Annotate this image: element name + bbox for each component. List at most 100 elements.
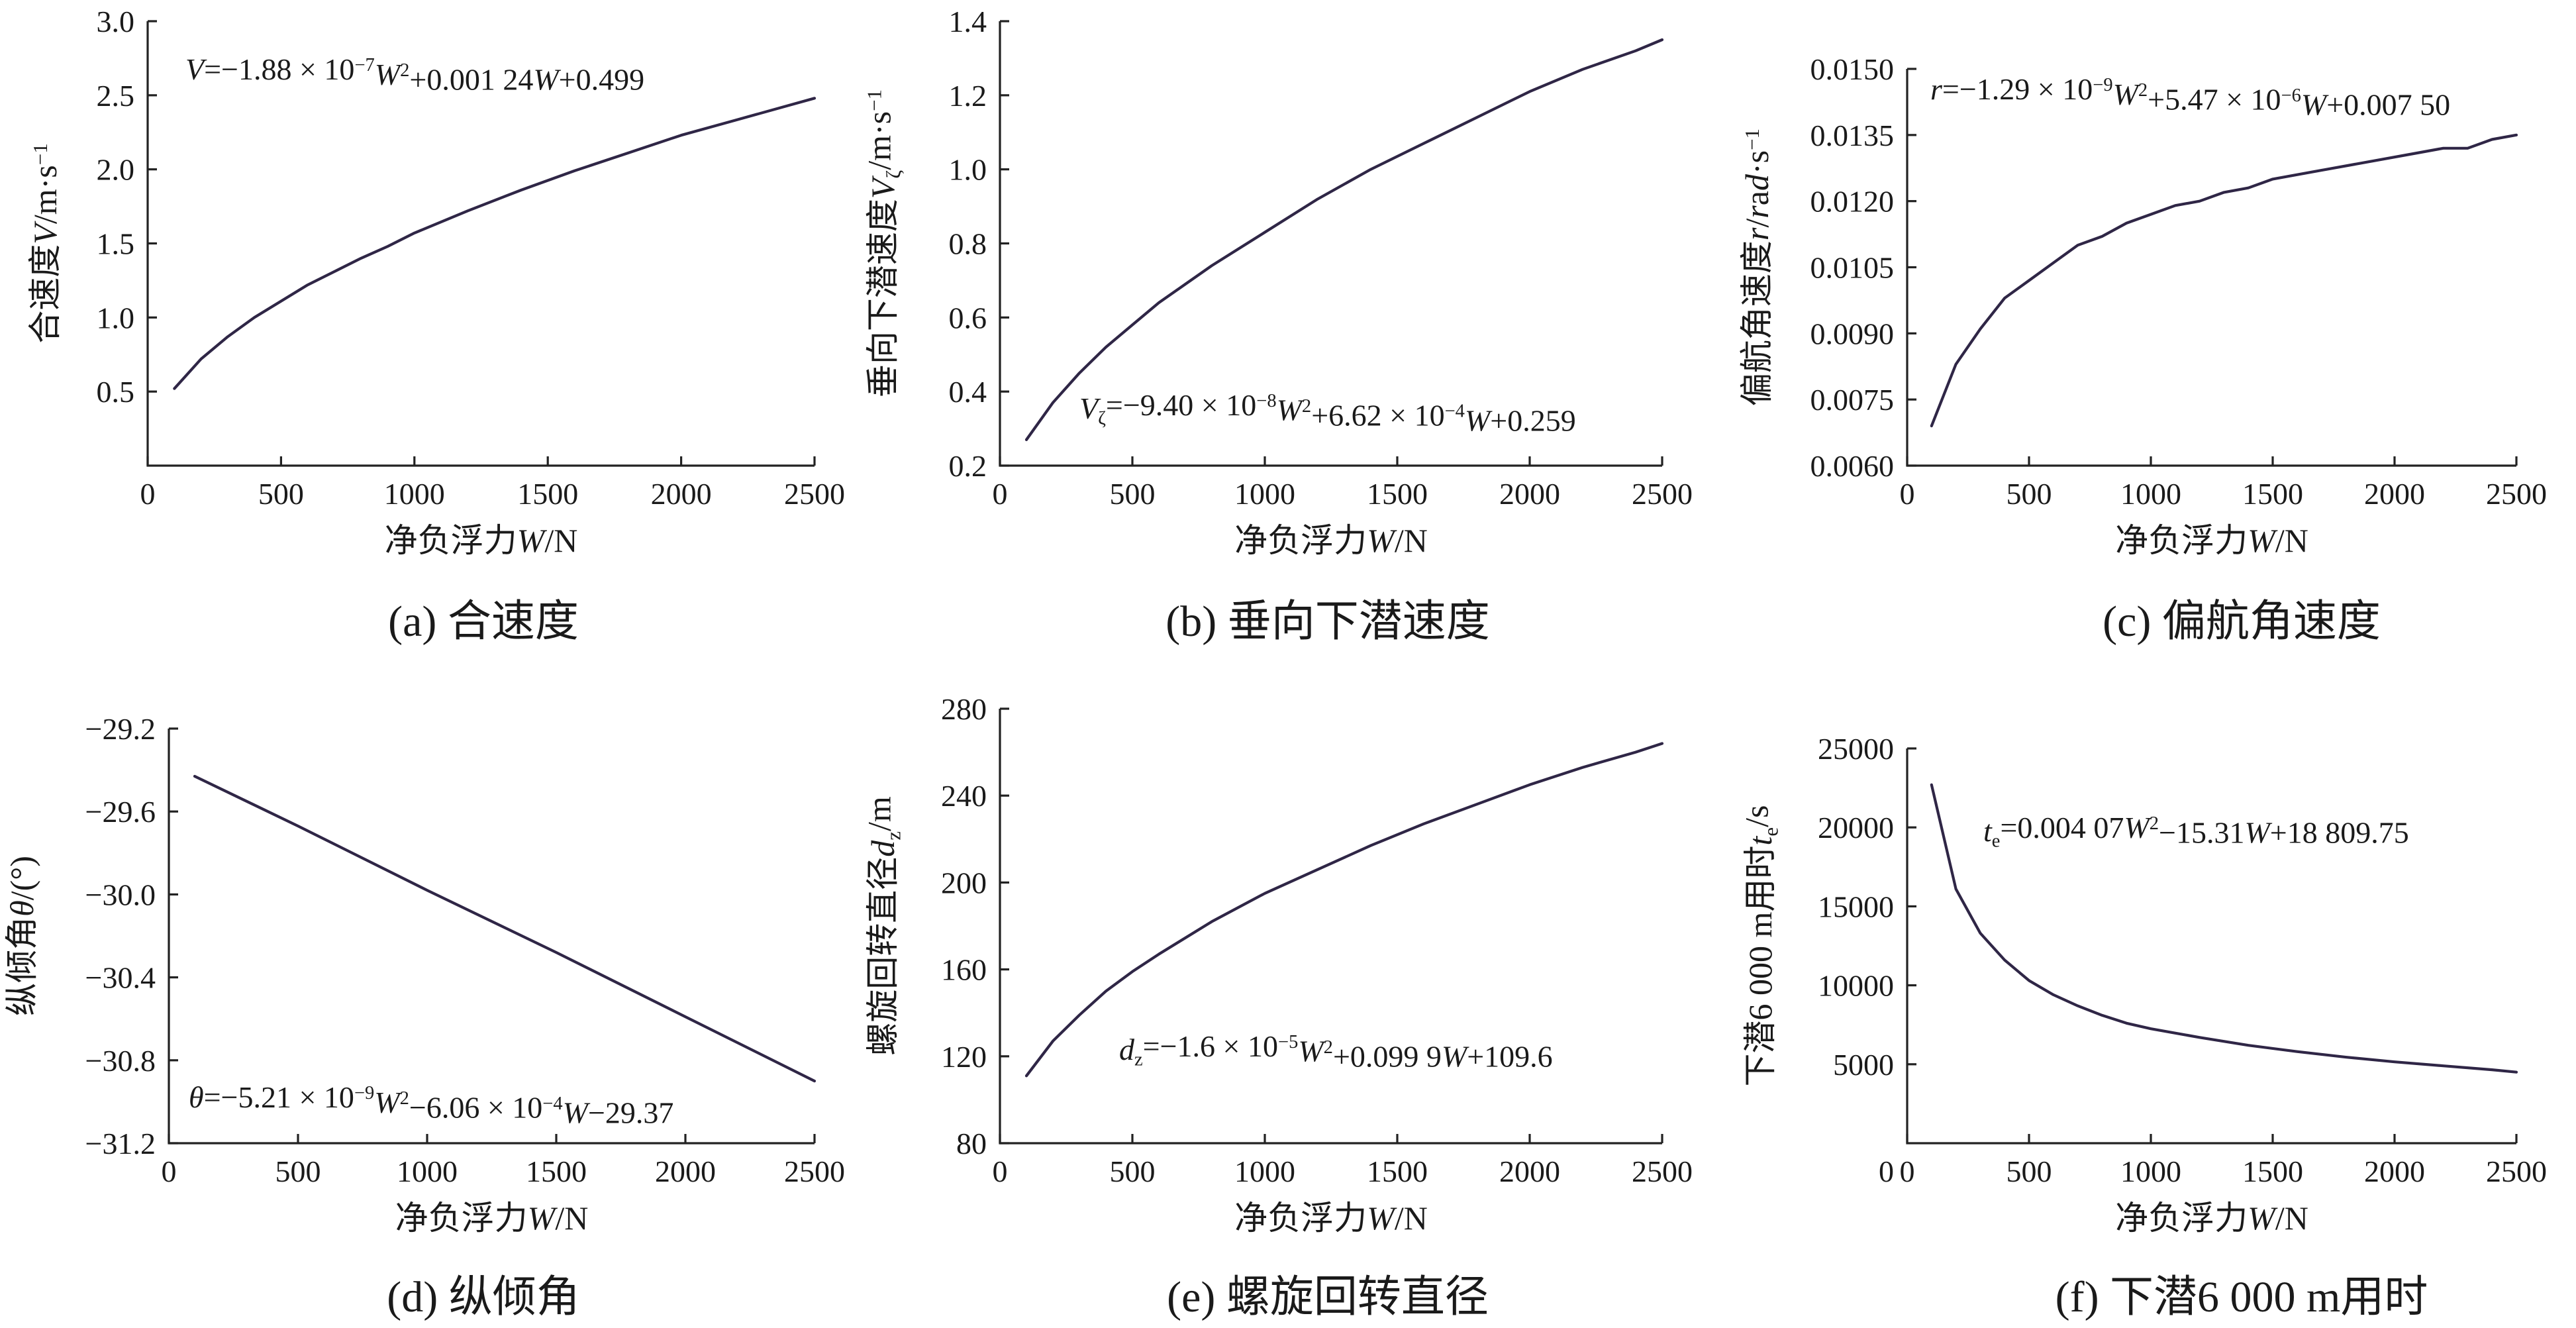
fit-equation: V=−1.88 × 10−7W2+0.001 24W+0.499: [185, 52, 644, 97]
y-tick-label: 25000: [1818, 732, 1894, 766]
y-tick-label: −30.4: [85, 961, 156, 995]
y-tick-label: 0.0135: [1810, 119, 1895, 152]
x-tick-label: 2000: [1499, 1154, 1560, 1188]
x-tick-label: 2000: [2364, 477, 2425, 511]
y-tick-label: 0.0090: [1810, 317, 1895, 350]
y-tick-label: 0.0105: [1810, 251, 1895, 285]
panel-caption: (c) 偏航角速度: [2103, 597, 2381, 646]
x-tick-label: 500: [1110, 477, 1156, 511]
x-tick-label: 1500: [2242, 1154, 2303, 1188]
y-tick-label: −30.8: [85, 1044, 156, 1078]
y-tick-label: −29.2: [85, 712, 156, 746]
x-axis-label: 净负浮力W/N: [395, 1200, 589, 1237]
y-axis-label: 螺旋回转直径dz/m: [860, 796, 905, 1056]
x-axis-label: 净负浮力W/N: [2115, 522, 2308, 559]
x-tick-label: 2500: [1632, 477, 1693, 511]
x-tick-label: 2000: [1499, 477, 1560, 511]
y-tick-label: 2.5: [97, 79, 135, 113]
x-tick-label: 0: [162, 1154, 177, 1188]
y-tick-label: −30.0: [85, 878, 156, 911]
x-tick-label: 0: [993, 1154, 1008, 1188]
x-tick-label: 2000: [651, 477, 712, 511]
y-tick-label: 0.5: [97, 375, 135, 409]
x-tick-label: 1000: [384, 477, 445, 511]
y-tick-label: 160: [941, 953, 987, 987]
chart-panel-a: 0 500 1000 1500 2000 2500 0.5 1.0 1.5 2.0 2.5 3.0 V=…: [26, 5, 845, 646]
x-tick-label: 1000: [1234, 1154, 1295, 1188]
y-tick-label: 20000: [1818, 811, 1894, 844]
data-series-line: [1930, 783, 2518, 1074]
x-tick-label: 2500: [1632, 1154, 1693, 1188]
y-tick-label: −31.2: [85, 1127, 156, 1160]
x-tick-label: 1000: [397, 1154, 458, 1188]
y-tick-label: 280: [941, 692, 987, 726]
x-axis-label: 净负浮力W/N: [1234, 1200, 1428, 1237]
data-series-line: [1930, 133, 2518, 428]
y-tick-label: 0.8: [949, 227, 987, 261]
y-tick-label: 120: [941, 1040, 987, 1074]
x-tick-label: 2500: [784, 477, 845, 511]
x-tick-label: 500: [2006, 1154, 2052, 1188]
y-tick-label: 1.0: [97, 301, 135, 334]
fit-equation: r=−1.29 × 10−9W2+5.47 × 10−6W+0.007 50: [1930, 72, 2450, 122]
y-tick-label: 5000: [1833, 1048, 1894, 1082]
y-axis-label: 偏航角速度r/rad·s−1: [1738, 128, 1775, 406]
y-tick-label: 200: [941, 866, 987, 899]
y-tick-label: 0.2: [949, 449, 987, 483]
axes: [1906, 748, 2516, 1145]
fit-equation: Vζ=−9.40 × 10−8W2+6.62 × 10−4W+0.259: [1079, 388, 1576, 438]
x-tick-label: 500: [1110, 1154, 1156, 1188]
axes: [1906, 69, 2516, 467]
y-tick-label: 3.0: [97, 5, 135, 38]
x-tick-label: 2000: [2364, 1154, 2425, 1188]
y-tick-label: 1.4: [949, 5, 987, 38]
data-series-line: [1024, 742, 1664, 1078]
y-axis-label: 纵倾角θ/(°): [3, 856, 40, 1016]
y-tick-label: 1.0: [949, 153, 987, 187]
x-tick-label: 0: [140, 477, 156, 511]
fit-equation: te=0.004 07W2−15.31W+18 809.75: [1983, 811, 2409, 852]
y-axis-label: 垂向下潜速度Vζ/m·s−1: [860, 89, 905, 397]
x-tick-label: 1500: [526, 1154, 587, 1188]
y-tick-label: 2.0: [97, 153, 135, 187]
x-tick-label: 2500: [2486, 1154, 2547, 1188]
y-tick-label: 0.4: [949, 375, 987, 409]
fit-equation: dz=−1.6 × 10−5W2+0.099 9W+109.6: [1119, 1029, 1553, 1074]
x-tick-label: 0: [1900, 1154, 1915, 1188]
chart-panel-c: 0 500 1000 1500 2000 2500 0.0060 0.0075 0.0090 0.…: [1738, 52, 2547, 646]
x-tick-label: 1500: [1367, 1154, 1428, 1188]
chart-panel-d: 0 500 1000 1500 2000 2500 −31.2 −30.8 −30.4 −30.0…: [3, 712, 845, 1321]
y-tick-label: 240: [941, 779, 987, 813]
x-tick-label: 1000: [2120, 477, 2181, 511]
x-tick-label: 0: [1900, 477, 1915, 511]
chart-panel-e: 0 500 1000 1500 2000 2500 80 120 160 200 240 280 dz=…: [860, 692, 1693, 1321]
x-tick-label: 1500: [2242, 477, 2303, 511]
y-tick-label: 10000: [1818, 969, 1894, 1003]
y-tick-label: 0.0075: [1810, 383, 1895, 417]
x-tick-label: 1000: [2120, 1154, 2181, 1188]
x-axis-label: 净负浮力W/N: [1234, 522, 1428, 559]
x-axis-label: 净负浮力W/N: [2115, 1200, 2308, 1237]
y-axis-label: 合速度V/m·s−1: [26, 143, 64, 343]
x-tick-label: 500: [275, 1154, 321, 1188]
data-series-line: [173, 97, 817, 390]
chart-panel-f: 0 500 1000 1500 2000 2500 5000 10000 15000 20000 2…: [1738, 732, 2547, 1321]
panel-caption: (f) 下潜6 000 m用时: [2056, 1273, 2428, 1321]
x-tick-label: 2500: [2486, 477, 2547, 511]
y-tick-label: 0.6: [949, 301, 987, 334]
x-tick-label: 1000: [1234, 477, 1295, 511]
fit-equation: θ=−5.21 × 10−9W2−6.06 × 10−4W−29.37: [189, 1080, 673, 1130]
y-tick-label: 80: [956, 1127, 987, 1160]
y-tick-label: 0.0060: [1810, 449, 1895, 483]
data-series-line: [1024, 38, 1664, 442]
x-tick-label: 1500: [517, 477, 578, 511]
y-axis-label: 下潜6 000 m用时te/s: [1738, 805, 1782, 1087]
x-tick-label: 500: [2006, 477, 2052, 511]
x-tick-label: 1500: [1367, 477, 1428, 511]
chart-panel-b: 0 500 1000 1500 2000 2500 0.2 0.4 0.6 0.8 1.0 1.2 1.…: [860, 5, 1693, 646]
origin-label: 0: [1879, 1154, 1894, 1188]
x-axis-label: 净负浮力W/N: [385, 522, 578, 559]
y-tick-label: 1.2: [949, 79, 987, 113]
y-tick-label: −29.6: [85, 795, 156, 829]
